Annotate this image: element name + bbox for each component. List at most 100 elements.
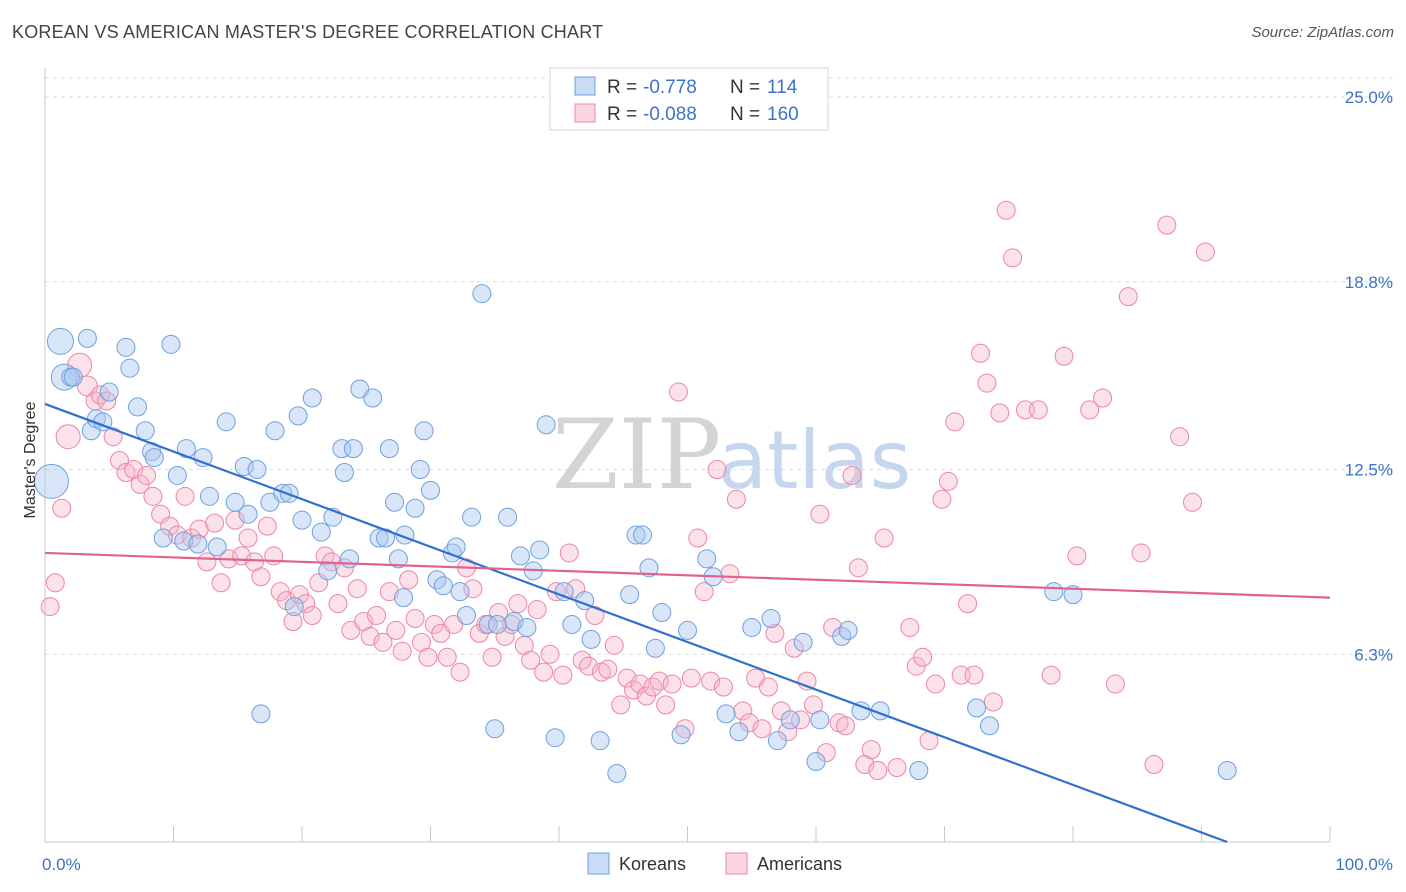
korean-point [363,388,383,408]
american-point [675,719,695,739]
american-point [1003,248,1023,268]
korean-point [620,585,640,605]
bottom-legend-swatch [725,852,748,875]
american-point [958,594,978,614]
american-point [405,609,425,628]
korean-point [909,760,929,780]
korean-point [510,546,530,566]
american-point [617,668,637,688]
american-point [598,659,618,679]
korean-point [671,725,691,745]
korean-point [761,609,781,628]
american-point [399,570,419,590]
american-point [977,373,997,393]
american-point [1118,287,1138,307]
korean-point [302,388,322,408]
korean-point [504,611,524,631]
american-point [1041,665,1061,685]
american-point [649,671,669,691]
korean-point [456,606,476,626]
korean-trend-line [44,402,1228,844]
korean-point [780,710,800,730]
american-point [970,343,990,363]
american-point [347,579,367,599]
korean-point [379,439,399,459]
american-point [251,567,271,587]
korean-point [1217,760,1237,780]
y-tick-label: 6.3% [1354,645,1393,664]
korean-point [562,614,582,634]
american-point [1067,546,1087,566]
korean-point [1044,582,1064,602]
korean-point [607,763,627,783]
american-point [694,582,714,602]
korean-point [633,525,653,545]
korean-point [716,704,736,724]
american-point [836,716,856,736]
korean-point [288,406,308,426]
american-point [983,692,1003,712]
american-point [752,719,772,739]
american-point [1144,755,1164,775]
american-point [418,647,438,667]
korean-point [394,588,414,608]
american-point [964,665,984,685]
korean-point [247,460,267,479]
american-point [726,489,746,509]
american-point [328,594,348,614]
korean-point [838,620,858,640]
korean-point [767,731,787,751]
legend-swatch [574,76,596,96]
legend-box [549,67,829,131]
american-point [842,465,862,485]
korean-point [284,597,304,617]
legend: R = -0.778 N = 114 R = -0.088 N = 160 [549,67,829,131]
american-point [283,611,303,631]
korean-point [216,412,236,432]
korean-point [334,462,354,482]
american-point [277,591,297,611]
american-point [681,668,701,688]
american-point [848,558,868,578]
korean-point [729,722,749,742]
watermark-atlas: atlas [718,414,911,507]
american-point [945,412,965,432]
korean-point [340,549,360,569]
american-point [707,460,727,479]
bottom-legend-label: Koreans [619,854,686,874]
korean-point [292,510,312,530]
korean-point [806,752,826,772]
korean-point [174,531,194,551]
korean-point [318,561,338,581]
korean-point [238,504,258,524]
american-point [604,635,624,655]
korean-point [554,582,574,602]
american-point [932,489,952,509]
korean-point [979,716,999,736]
american-point [720,564,740,584]
legend-r-label: R = [607,77,637,98]
korean-point [487,614,507,634]
korean-point [343,439,363,459]
american-point [501,614,521,634]
american-point [302,606,322,626]
watermark-zip: ZIP [552,399,721,511]
american-point [887,758,907,777]
korean-point [742,617,762,637]
american-point [175,486,195,506]
american-point [534,662,554,682]
american-point [733,701,753,721]
american-point [990,403,1010,423]
korean-point [207,537,227,557]
korean-point [450,582,470,602]
korean-point [273,483,293,503]
korean-point [421,480,440,500]
korean-point [645,638,665,658]
american-point [392,641,412,661]
korean-point [388,549,408,569]
y-tick-label: 25.0% [1345,88,1393,107]
american-point [868,760,888,780]
american-point [559,543,579,563]
korean-point [581,629,601,649]
